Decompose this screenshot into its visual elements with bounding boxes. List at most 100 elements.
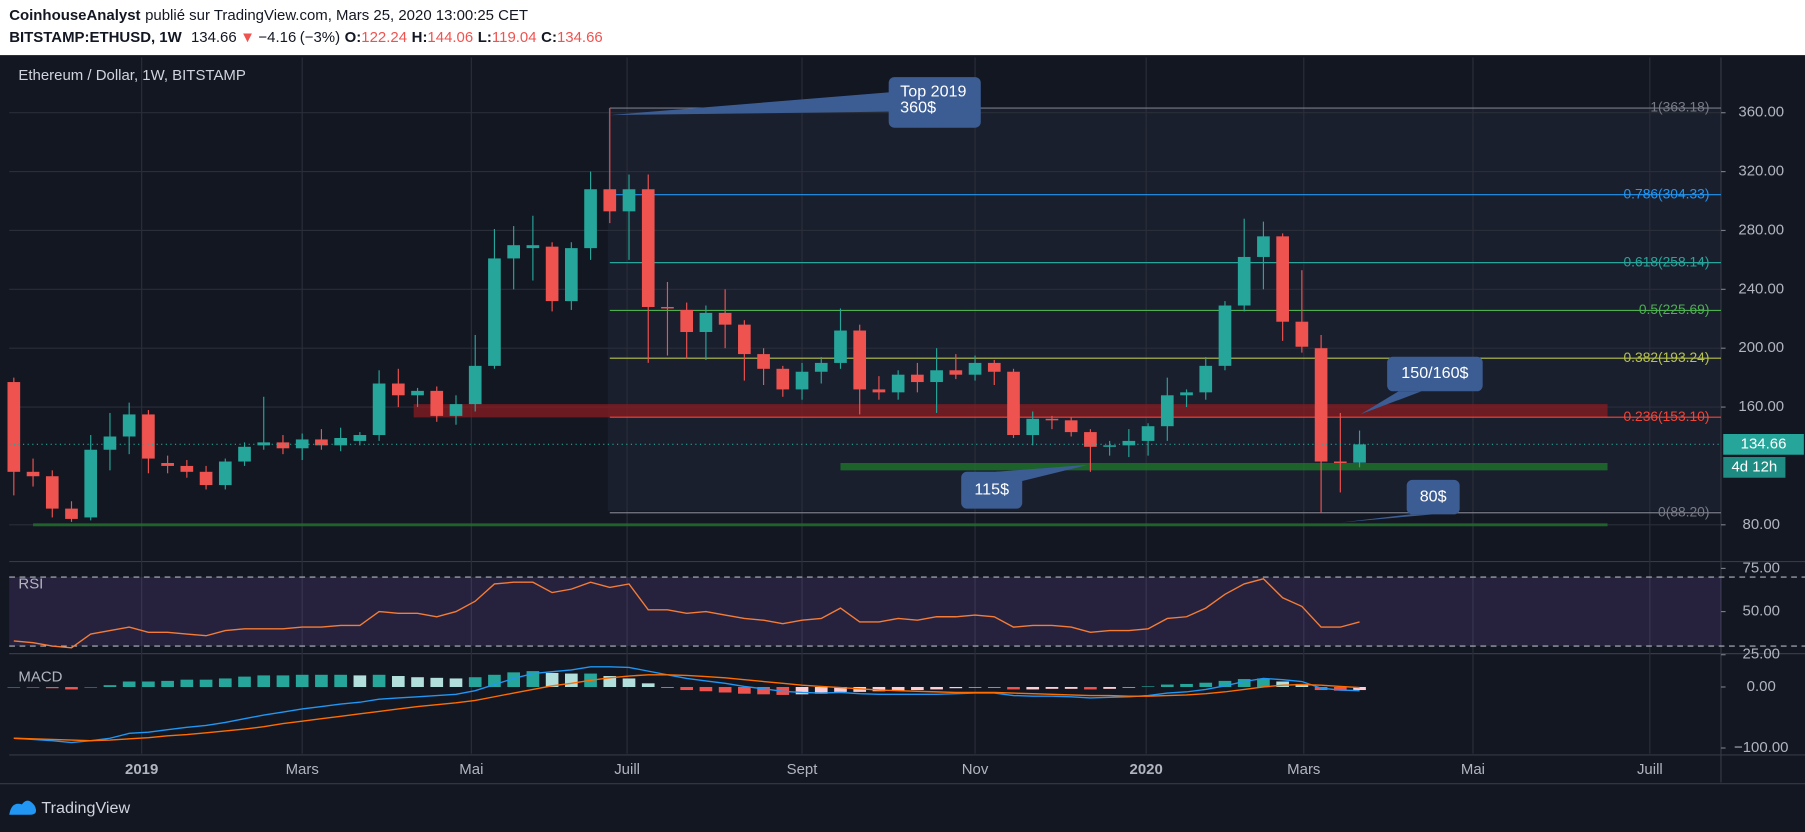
callout-text: 115$ (974, 480, 1009, 498)
macd-histogram-bar (84, 686, 98, 688)
macd-tick-label: −100.00 (1734, 739, 1788, 756)
macd-histogram-bar (795, 686, 809, 695)
y-tick-label: 240.00 (1738, 280, 1784, 297)
macd-histogram-bar (911, 686, 924, 691)
macd-histogram-bar (507, 672, 520, 687)
candle-body (372, 383, 386, 436)
macd-histogram-bar (334, 674, 347, 687)
candle-body (1026, 418, 1040, 436)
candle-body (622, 189, 636, 212)
candle-body (1084, 432, 1097, 447)
candle-body (911, 374, 924, 383)
macd-histogram-bar (661, 686, 674, 688)
macd-histogram-bar (449, 678, 463, 687)
candle-body (834, 330, 847, 363)
macd-histogram-bar (1199, 682, 1213, 687)
macd-histogram-bar (834, 686, 847, 692)
candle-body (1257, 236, 1270, 257)
macd-histogram-bar (1026, 686, 1040, 690)
macd-histogram-bar (295, 674, 309, 687)
callout-pointer (610, 92, 893, 116)
candle-body (1160, 395, 1174, 427)
header-line-1: CoinhouseAnalyst publié sur TradingView.c… (9, 7, 528, 24)
fib-label: 1(363.18) (1650, 99, 1709, 115)
candle-body (103, 436, 117, 450)
macd-histogram-bar (1295, 683, 1309, 687)
candle-body (488, 258, 501, 366)
ohlc-value: 144.06 (427, 29, 473, 46)
candle-body (584, 189, 597, 249)
macd-histogram-bar (276, 675, 290, 687)
candle-body (161, 462, 174, 466)
candle-body (757, 354, 770, 369)
candle-body (1122, 440, 1136, 446)
callout-box (1387, 356, 1483, 392)
macd-histogram-bar (1084, 686, 1097, 690)
rsi-panel (9, 562, 1721, 653)
macd-histogram-bar (738, 686, 751, 694)
candle-body (641, 189, 655, 307)
x-tick-label: Mai (1461, 761, 1485, 778)
candle-body (315, 439, 328, 446)
macd-histogram-bar (218, 678, 232, 687)
candle-body (468, 365, 482, 405)
callout-box (888, 77, 981, 128)
candle-body (238, 446, 251, 462)
candle-body (449, 404, 463, 416)
x-tick-label: Mars (1287, 761, 1320, 778)
candle-body (65, 508, 78, 519)
y-tick-label: 200.00 (1738, 339, 1784, 356)
macd-histogram-bar (238, 676, 251, 687)
candle-body (545, 246, 559, 302)
x-tick-label: Sept (787, 761, 819, 778)
ohlc-label: L: (478, 29, 492, 46)
callout-text: Top 2019 (900, 82, 966, 100)
fib-label: 0.618(258.14) (1624, 253, 1710, 269)
ohlc-value: 134.66 (557, 29, 603, 46)
candle-body (507, 245, 520, 259)
y-tick-label: 160.00 (1738, 398, 1784, 415)
candle-body (853, 330, 867, 390)
macd-histogram-bar (545, 672, 559, 687)
macd-histogram-bar (968, 686, 982, 688)
macd-histogram-bar (372, 674, 386, 687)
logo-icon (9, 800, 37, 815)
macd-histogram-bar (1276, 681, 1289, 687)
macd-histogram-bar (7, 686, 21, 688)
x-tick-label: Nov (962, 761, 989, 778)
callout-pointer (1360, 391, 1422, 415)
candle-body (661, 306, 674, 309)
ohlc-label: O: (345, 29, 362, 46)
macd-histogram-bar (411, 677, 424, 687)
y-tick-label: 80.00 (1743, 516, 1780, 533)
macd-histogram-bar (142, 681, 155, 687)
macd-histogram-bar (1333, 686, 1347, 691)
chart-title: Ethereum / Dollar, 1W, BITSTAMP (18, 67, 245, 84)
macd-histogram-bar (1122, 686, 1136, 688)
candle-body (1314, 348, 1328, 462)
header-bg (0, 0, 1805, 56)
macd-histogram-bar (122, 681, 136, 687)
macd-histogram-bar (622, 678, 636, 687)
fib-area (607, 108, 1721, 511)
candle-body (1276, 236, 1289, 322)
candle-body (1199, 365, 1213, 393)
candle-body (1295, 321, 1309, 347)
macd-histogram-bar (757, 686, 770, 695)
candle-body (891, 374, 905, 393)
direction: ▼ (240, 29, 255, 46)
candle-body (603, 189, 617, 212)
brand-logo (9, 800, 37, 815)
candle-body (987, 362, 1001, 372)
header-line-2: BITSTAMP:ETHUSD, 1W 134.66 ▼ −4.16 (−3%) O:12… (9, 29, 603, 46)
author: CoinhouseAnalyst (9, 7, 140, 24)
candle-body (565, 248, 578, 302)
candle-body (1333, 461, 1347, 463)
callout-text: 150/160$ (1401, 364, 1468, 382)
macd-histogram-bar (603, 676, 617, 687)
published: publié sur TradingView.com, Mars 25, 202… (145, 7, 528, 24)
ohlc-value: 119.04 (492, 29, 537, 46)
macd-histogram-bar (526, 671, 540, 687)
rsi-tick-label: 25.00 (1743, 646, 1780, 663)
